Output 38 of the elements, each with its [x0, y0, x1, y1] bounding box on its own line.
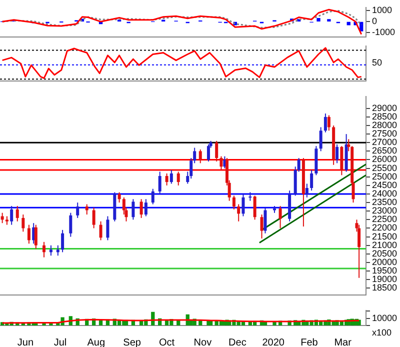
y-tick-label: 27000	[372, 137, 398, 148]
y-tick-label: 20500	[372, 248, 398, 258]
x-tick-label: Mar	[334, 337, 352, 347]
y-tick-label: 21000	[372, 240, 398, 250]
y-tick-label: 18500	[372, 282, 398, 293]
y-tick-label: 28000	[372, 120, 398, 130]
y-tick-label: 29000	[372, 102, 398, 113]
y-tick-label: 20000	[372, 256, 398, 267]
y-tick-label: 23500	[372, 197, 398, 208]
y-tick-label: 22500	[372, 214, 398, 224]
y-tick-label: 19000	[372, 274, 398, 284]
y-tick-label: 23000	[372, 206, 398, 216]
x-tick-label: Feb	[300, 337, 318, 347]
y-tick-label: 10000	[372, 312, 398, 323]
y-tick-label: 0	[372, 16, 378, 26]
y-tick-label: 24500	[372, 180, 398, 190]
x-tick-label: Jul	[54, 337, 67, 347]
y-tick-label: 24000	[372, 188, 398, 198]
y-tick-label: 25500	[372, 162, 398, 173]
y-tick-label: 1000	[372, 5, 392, 16]
x-tick-label: 2020	[262, 337, 285, 347]
x-tick-label: Jun	[17, 337, 34, 347]
text: x100	[372, 327, 392, 338]
y-tick-label: 26000	[372, 154, 398, 164]
y-tick-label: -1000	[372, 27, 396, 38]
x-tick-label: Oct	[159, 337, 175, 347]
text: 50	[372, 57, 382, 68]
y-tick-label: 28500	[372, 111, 398, 122]
y-tick-label: 19500	[372, 266, 398, 276]
y-tick-label: 25000	[372, 171, 398, 182]
x-tick-label: Nov	[194, 337, 212, 347]
x-tick-label: Sep	[123, 337, 142, 347]
x-tick-label: Dec	[228, 337, 246, 347]
y-tick-label: 26500	[372, 146, 398, 156]
y-tick-label: 21500	[372, 231, 398, 242]
y-tick-label: 22000	[372, 222, 398, 233]
y-tick-label: 27500	[372, 128, 398, 139]
x-tick-label: Aug	[87, 337, 106, 347]
